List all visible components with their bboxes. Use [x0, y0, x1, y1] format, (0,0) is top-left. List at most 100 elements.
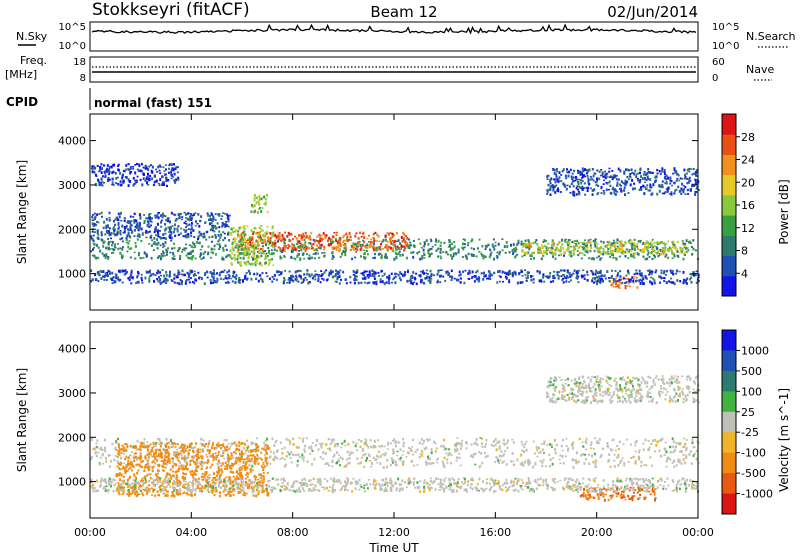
heatmap-cell [182, 472, 185, 475]
heatmap-cell [650, 186, 653, 189]
heatmap-cell [197, 271, 200, 274]
heatmap-cell [511, 273, 514, 277]
heatmap-cell [372, 245, 375, 248]
heatmap-cell [253, 197, 256, 200]
heatmap-cell [327, 438, 330, 441]
heatmap-cell [225, 255, 228, 259]
heatmap-cell [604, 170, 607, 173]
heatmap-cell [537, 446, 540, 449]
power-colorbar-swatch [722, 114, 736, 135]
heatmap-cell [119, 233, 122, 236]
heatmap-cell [119, 231, 122, 234]
heatmap-cell [375, 240, 378, 242]
heatmap-cell [217, 465, 220, 468]
heatmap-cell [525, 448, 528, 452]
heatmap-cell [165, 177, 168, 179]
heatmap-cell [218, 226, 221, 229]
heatmap-cell [277, 246, 280, 249]
heatmap-cell [111, 171, 114, 175]
heatmap-cell [503, 453, 505, 456]
heatmap-cell [431, 462, 433, 465]
heatmap-cell [193, 270, 196, 273]
heatmap-cell [190, 231, 193, 235]
heatmap-cell [613, 245, 616, 248]
heatmap-cell [630, 240, 633, 244]
heatmap-cell [247, 254, 250, 257]
heatmap-cell [572, 240, 575, 244]
frequency-panel-frame [89, 56, 699, 83]
heatmap-cell [258, 195, 261, 199]
heatmap-cell [145, 229, 148, 233]
heatmap-cell [584, 168, 586, 171]
heatmap-cell [266, 447, 268, 449]
heatmap-cell [100, 271, 103, 273]
heatmap-cell [498, 269, 501, 273]
heatmap-cell [605, 252, 608, 255]
heatmap-cell [242, 280, 244, 283]
heatmap-cell [558, 171, 561, 175]
heatmap-cell [97, 280, 100, 283]
heatmap-cell [244, 237, 247, 241]
heatmap-cell [459, 281, 462, 283]
heatmap-cell [508, 269, 511, 273]
heatmap-cell [596, 249, 599, 253]
heatmap-cell [695, 449, 698, 453]
heatmap-cell [386, 244, 389, 247]
heatmap-cell [117, 164, 120, 167]
heatmap-cell [514, 273, 517, 276]
heatmap-cell [301, 438, 304, 441]
heatmap-cell [617, 250, 620, 253]
heatmap-cell [282, 236, 285, 239]
heatmap-cell [586, 251, 589, 254]
heatmap-cell [553, 274, 556, 277]
heatmap-cell [194, 245, 197, 248]
heatmap-cell [294, 248, 297, 252]
heatmap-cell [387, 233, 390, 236]
heatmap-cell [208, 474, 211, 476]
heatmap-cell [546, 175, 549, 179]
heatmap-cell [454, 448, 456, 451]
heatmap-cell [257, 279, 260, 283]
heatmap-cell [672, 451, 675, 454]
heatmap-cell [369, 243, 372, 246]
heatmap-cell [233, 271, 236, 274]
heatmap-cell [240, 244, 243, 247]
heatmap-cell [186, 217, 189, 221]
heatmap-cell [361, 277, 364, 280]
heatmap-cell [242, 257, 245, 260]
heatmap-cell [129, 180, 132, 183]
heatmap-cell [119, 247, 122, 250]
heatmap-cell [380, 444, 383, 448]
heatmap-cell [634, 169, 637, 172]
heatmap-cell [369, 245, 371, 248]
heatmap-cell [161, 269, 164, 272]
heatmap-cell [625, 274, 628, 277]
heatmap-cell [381, 240, 384, 243]
heatmap-cell [553, 277, 556, 280]
heatmap-cell [239, 257, 242, 260]
heatmap-cell [464, 269, 467, 272]
heatmap-cell [127, 178, 130, 182]
heatmap-cell [502, 460, 505, 463]
heatmap-cell [639, 178, 642, 182]
heatmap-cell [624, 179, 627, 182]
heatmap-cell [427, 251, 430, 255]
heatmap-cell [282, 280, 285, 284]
heatmap-cell [290, 274, 292, 277]
heatmap-cell [454, 449, 457, 453]
heatmap-cell [472, 254, 475, 257]
heatmap-cell [484, 443, 487, 446]
power-colorbar-tick-label: 20 [741, 176, 755, 189]
heatmap-cell [186, 445, 189, 448]
heatmap-cell [217, 462, 220, 465]
heatmap-cell [117, 437, 119, 440]
heatmap-cell [689, 272, 692, 276]
heatmap-cell [447, 274, 450, 277]
heatmap-cell [166, 184, 168, 187]
heatmap-cell [259, 261, 262, 265]
heatmap-cell [100, 238, 103, 241]
heatmap-cell [206, 270, 208, 273]
heatmap-cell [492, 440, 495, 443]
heatmap-cell [636, 173, 638, 175]
heatmap-cell [526, 461, 529, 464]
